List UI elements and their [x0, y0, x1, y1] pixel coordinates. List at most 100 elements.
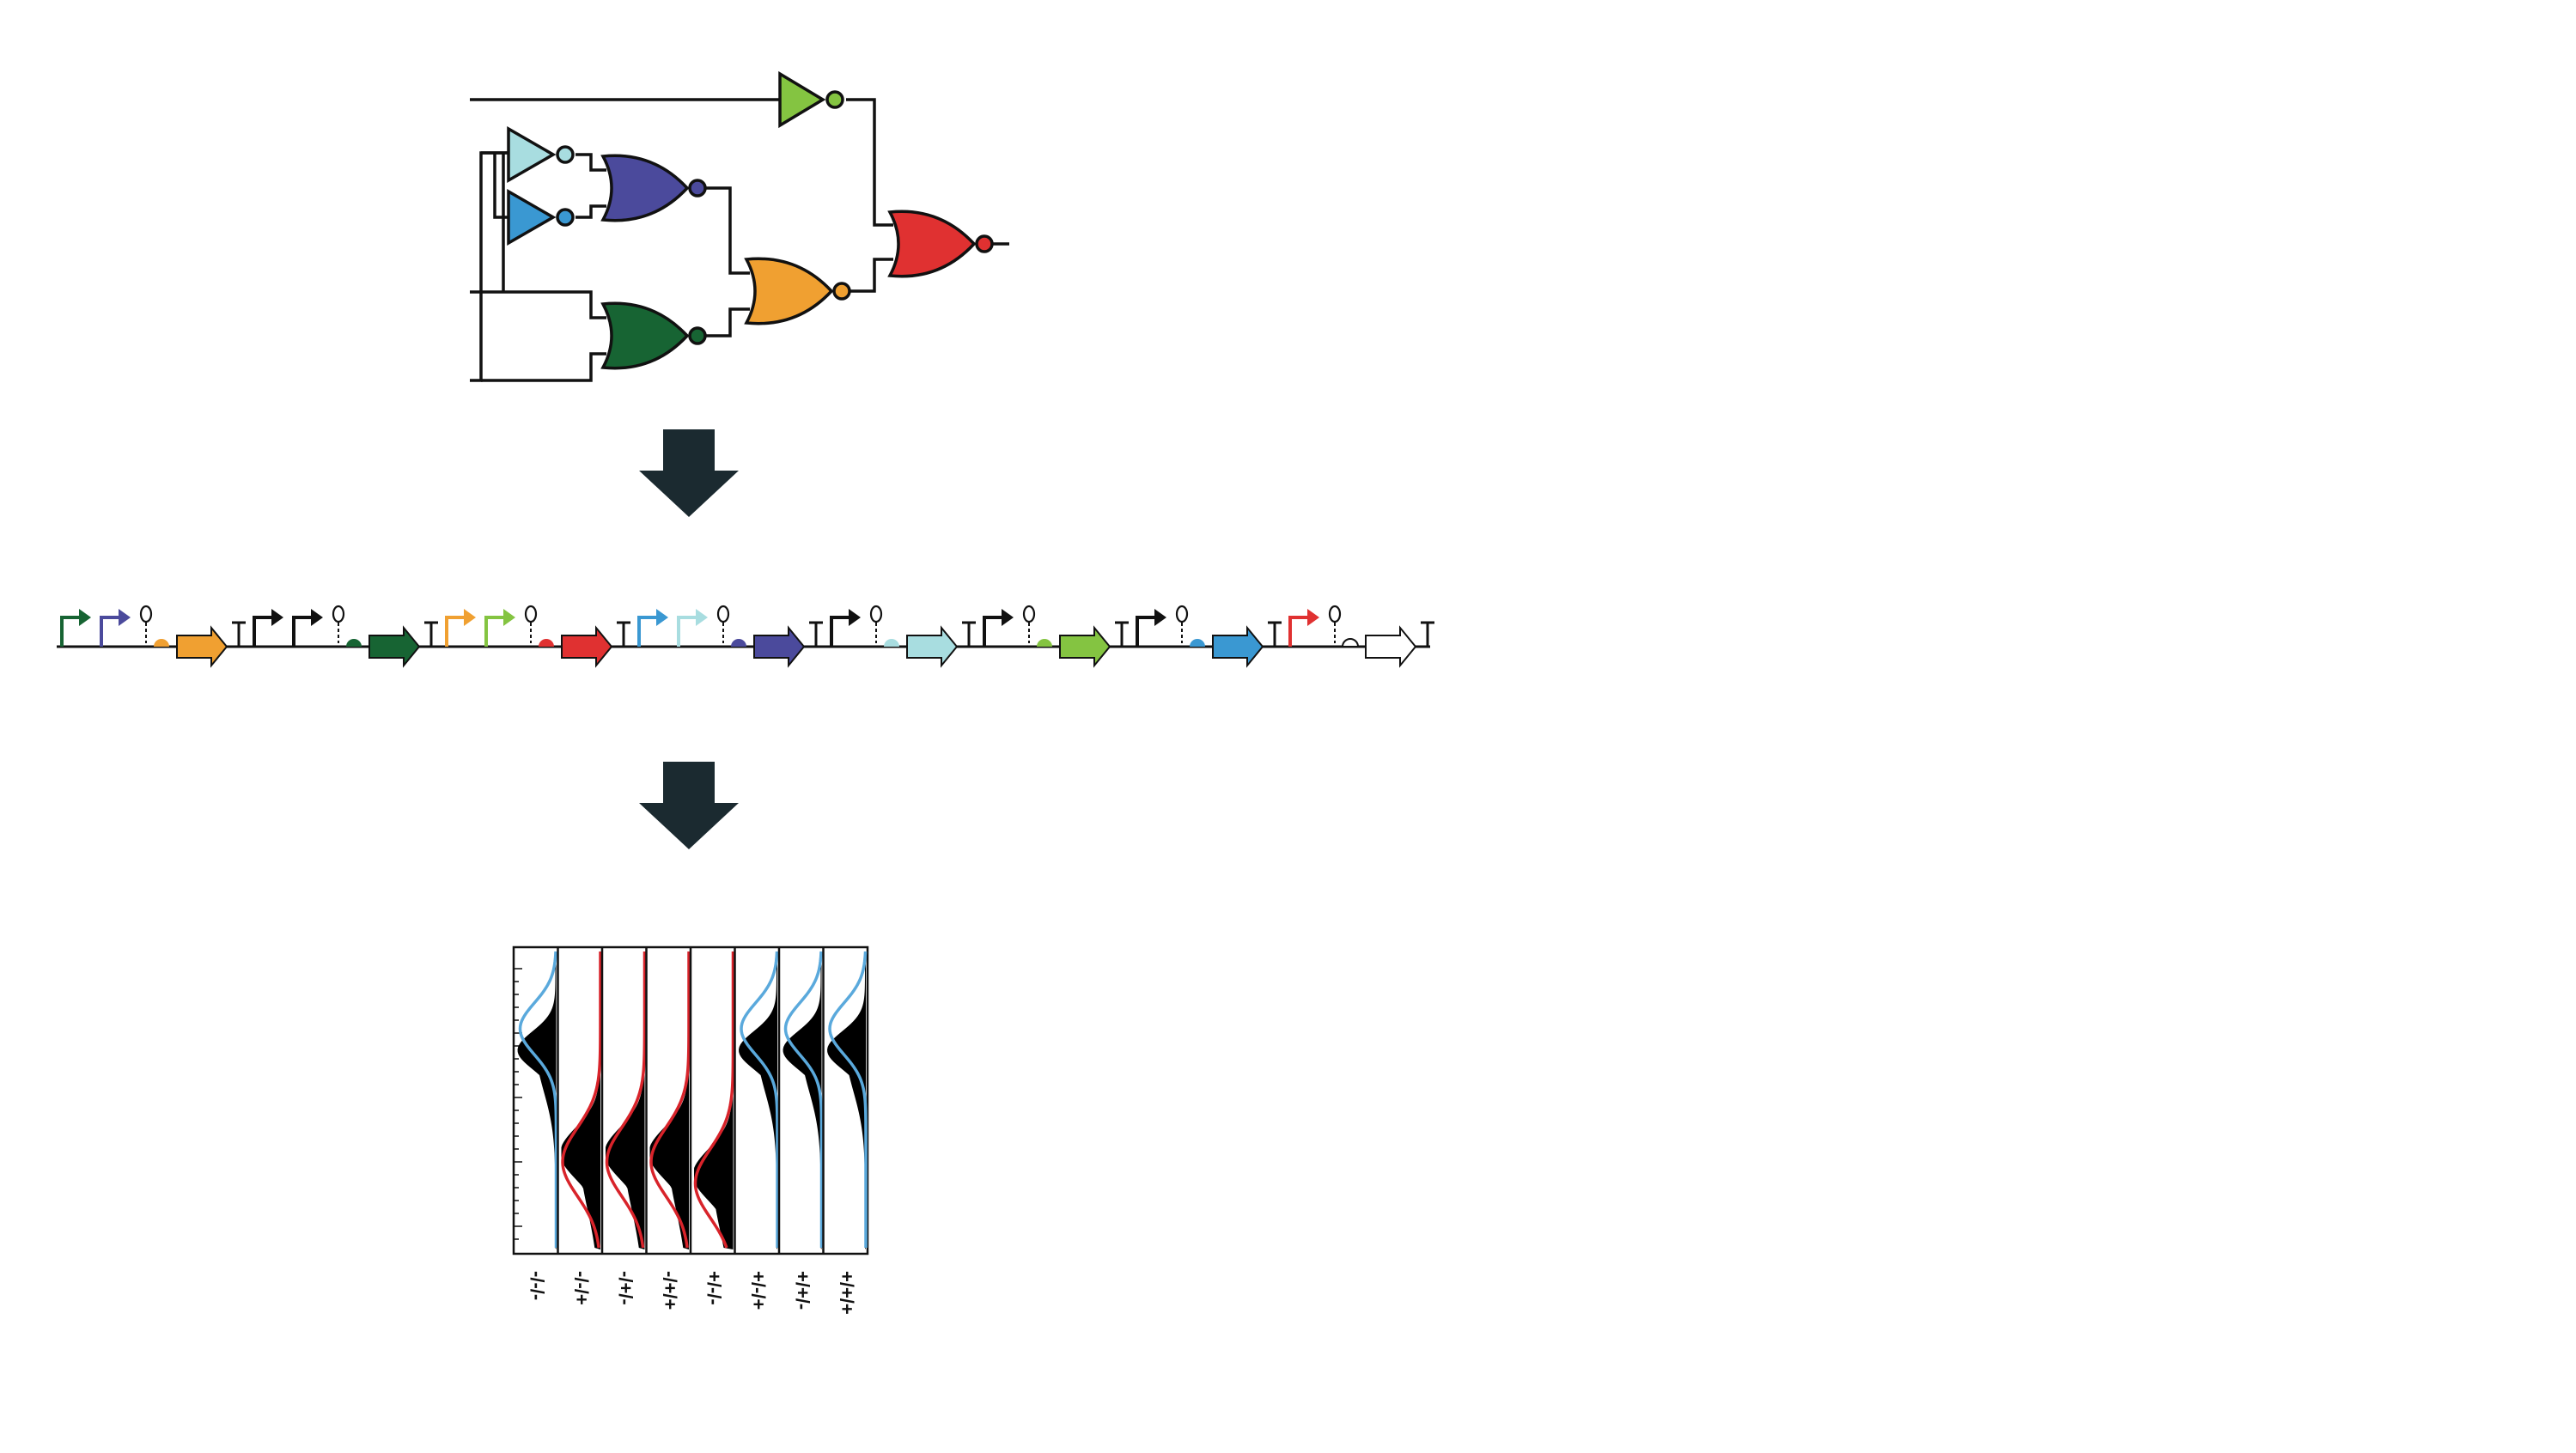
histogram-fill — [739, 951, 777, 1249]
panel-label: -/+/+ — [659, 1271, 680, 1310]
promoter-arrowhead — [656, 609, 668, 626]
promoter-arrowhead — [1002, 609, 1014, 626]
promoter-icon — [1288, 616, 1309, 647]
rbs-icon — [154, 639, 169, 647]
operator-icon — [139, 605, 153, 623]
wire-notcyan-to-nor — [575, 153, 606, 172]
histogram-fill — [783, 951, 822, 1249]
operator-icon — [332, 605, 345, 623]
histogram-fill — [649, 951, 689, 1249]
terminator-icon — [617, 621, 630, 647]
promoter-icon — [445, 616, 466, 647]
operator-icon — [524, 605, 538, 623]
rbs-icon — [884, 639, 899, 647]
rbs-icon — [346, 639, 362, 647]
histogram-panel: -/-/+ — [557, 947, 602, 1305]
cds-arrow — [753, 625, 806, 668]
wire-lime-to-red — [846, 98, 893, 227]
promoter-icon — [484, 616, 505, 647]
cds-arrow — [561, 625, 613, 668]
rbs-icon — [1190, 639, 1205, 647]
promoter-icon — [60, 616, 81, 647]
panel-label: +/-/+ — [747, 1271, 769, 1310]
nor-gate-indigo — [600, 154, 707, 222]
terminator-icon — [1421, 621, 1434, 647]
promoter-arrowhead — [696, 609, 708, 626]
transcription-unit — [1288, 605, 1434, 668]
reference-curve — [605, 951, 647, 1249]
down-arrow-1 — [639, 429, 739, 517]
promoter-arrowhead — [503, 609, 515, 626]
down-arrow-2 — [639, 762, 739, 849]
panel-label: +/+/+ — [836, 1271, 857, 1315]
terminator-icon — [424, 621, 438, 647]
histogram-panels: -/-/- -/-/+ -/+/- -/+/+ +/-/- +/-/+ +/+/- +/+/+ — [512, 945, 869, 1315]
histogram-panel: +/-/+ — [734, 947, 779, 1310]
operator-icon — [1175, 605, 1189, 623]
rbs-icon — [1037, 639, 1052, 647]
rbs-icon — [539, 639, 554, 647]
nor-gate-dark-green — [600, 301, 707, 370]
transcription-unit — [445, 605, 630, 668]
promoter-arrowhead — [464, 609, 476, 626]
promoter-icon — [677, 616, 697, 647]
histogram-fill — [561, 951, 600, 1249]
operator-icon — [1328, 605, 1342, 623]
nor-gate-red — [887, 210, 994, 278]
panel-label: -/-/- — [527, 1271, 548, 1300]
transcription-unit — [983, 605, 1129, 668]
reference-curve — [783, 951, 824, 1248]
histogram-fill — [827, 951, 866, 1249]
nor-gate-orange — [744, 257, 851, 325]
histogram-panel: -/+/- — [600, 947, 647, 1305]
y-axis-ticks — [514, 968, 522, 1240]
not-gate-blue — [507, 188, 575, 246]
terminator-icon — [1115, 621, 1129, 647]
promoter-arrowhead — [311, 609, 323, 626]
reference-curve — [828, 951, 868, 1248]
histogram-fill — [694, 951, 734, 1249]
reference-curve — [649, 951, 691, 1249]
transcription-unit — [253, 605, 438, 668]
wire-left-bus — [470, 151, 515, 382]
transcription-unit — [637, 605, 823, 668]
operator-icon — [1022, 605, 1036, 623]
reference-curve — [693, 951, 735, 1249]
histogram-panel: +/+/+ — [822, 947, 868, 1315]
panel-label: -/+/- — [615, 1271, 636, 1305]
promoter-arrowhead — [79, 609, 91, 626]
rbs-icon — [1341, 638, 1360, 647]
wire-green-to-orange — [706, 307, 750, 337]
wire-mid-input — [470, 290, 606, 319]
wire-to-not-blue — [493, 153, 509, 219]
logic-circuit-diagram — [470, 70, 1009, 382]
promoter-arrowhead — [119, 609, 131, 626]
panel-label: -/-/+ — [570, 1271, 592, 1305]
promoter-icon — [100, 616, 120, 647]
promoter-icon — [830, 616, 850, 647]
cds-arrow — [1365, 625, 1417, 668]
reference-curve — [740, 951, 779, 1248]
promoter-arrowhead — [1154, 609, 1166, 626]
histogram-panel: -/-/- — [517, 951, 558, 1300]
cds-arrow — [1059, 625, 1111, 668]
wire-indigo-to-orange — [706, 186, 750, 275]
panel-label: +/+/- — [792, 1271, 813, 1310]
terminator-icon — [1268, 621, 1282, 647]
wire-orange-to-red — [849, 258, 893, 293]
operator-icon — [869, 605, 883, 623]
histogram-fill — [517, 951, 557, 1249]
cds-arrow — [906, 625, 959, 668]
wire-notblue-to-nor — [575, 204, 606, 219]
not-gate-lime — [778, 70, 844, 129]
transcription-unit — [1136, 605, 1282, 668]
promoter-arrowhead — [1307, 609, 1319, 626]
transcription-unit — [60, 605, 246, 668]
transcription-unit — [830, 605, 976, 668]
panel-label: +/-/- — [703, 1271, 725, 1305]
reference-curve — [561, 951, 602, 1249]
cds-arrow — [176, 625, 228, 668]
histogram-panel: -/+/+ — [645, 947, 691, 1310]
